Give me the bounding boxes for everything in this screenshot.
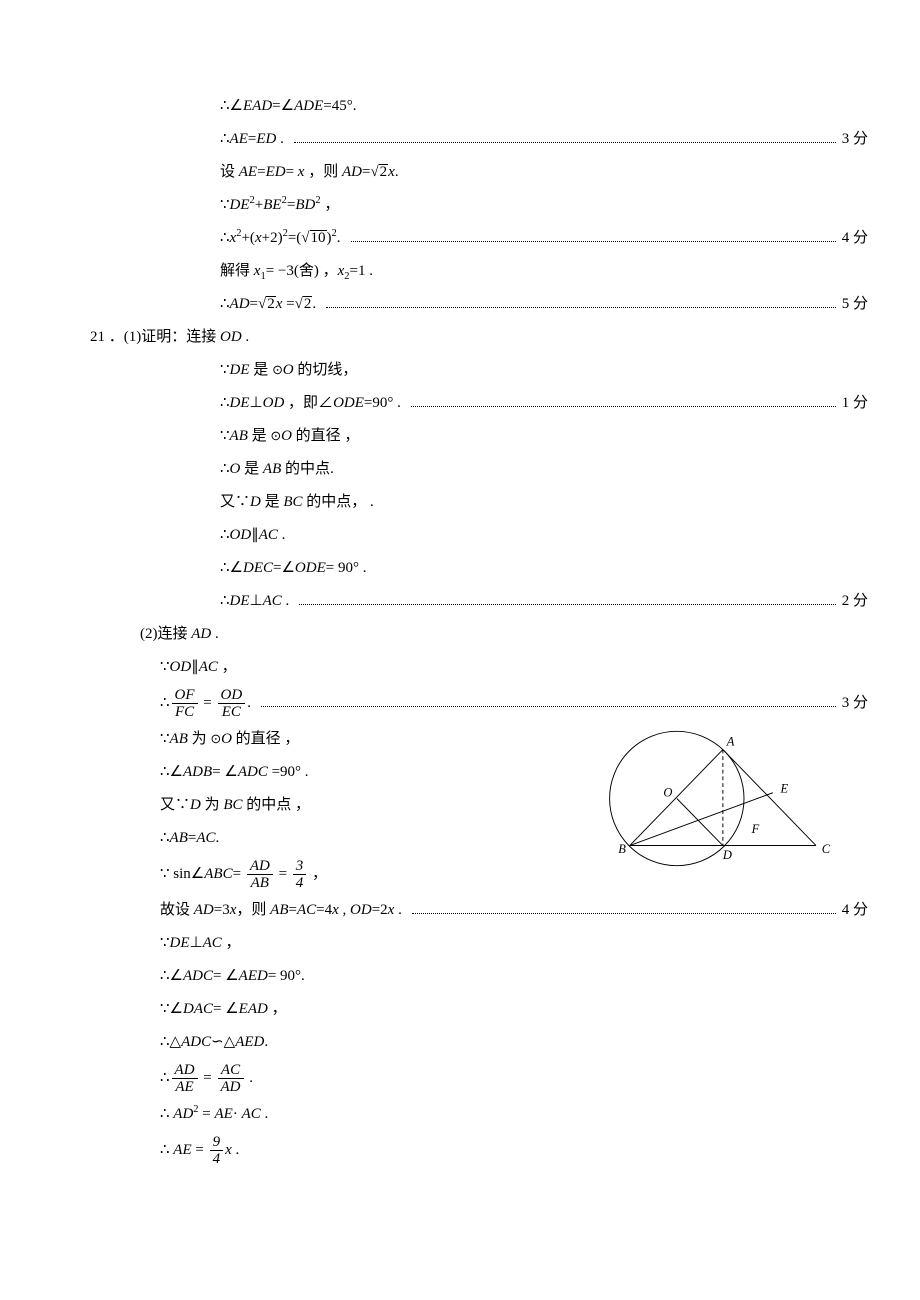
leader-dots (412, 903, 836, 915)
math-text: ∵OD∥AC ， (160, 651, 237, 684)
math-text: ∵∠DAC= ∠EAD ， (160, 993, 287, 1026)
math-text: ∵DE2+BE2=BD2 ， (220, 189, 339, 222)
math-text: 解得 x1= −3(舍) ，x2=1 . (220, 255, 373, 288)
leader-dots (261, 696, 836, 708)
math-text: ∴∠EAD=∠ADE=45°. (220, 90, 356, 123)
proof-line: ∴∠ADC= ∠AED= 90°. (50, 960, 870, 993)
question-header: 21 ．(1)证明：连接 OD . (50, 321, 870, 354)
leader-dots (299, 594, 835, 606)
proof-line: ∴AD=2x =2. 5 分 (50, 288, 870, 321)
math-text: ∴△ADC∽△AED. (160, 1026, 268, 1059)
math-text: 又∵D 为 BC 的中点 ， (160, 789, 310, 822)
proof-line: 故设 AD=3x，则 AB=AC=4x , OD=2x . 4 分 (50, 894, 870, 927)
proof-line: ∴ AD2 = AE· AC . (50, 1098, 870, 1131)
math-text: ∴AB=AC. (160, 822, 219, 855)
math-text: ∴AE=ED . (220, 123, 284, 156)
leader-dots (351, 231, 836, 243)
math-text: ∴O 是 AB 的中点. (220, 453, 334, 486)
score-label: 4 分 (842, 894, 870, 927)
math-text: ∴∠ADC= ∠AED= 90°. (160, 960, 305, 993)
leader-dots (411, 396, 836, 408)
math-text: ∴ADAE = ACAD . (160, 1059, 253, 1098)
svg-text:B: B (618, 842, 626, 856)
score-label: 3 分 (842, 684, 870, 723)
math-text: ∵DE⊥AC ， (160, 927, 241, 960)
svg-text:C: C (822, 842, 831, 856)
proof-line: ∴OD∥AC . (50, 519, 870, 552)
geometry-diagram: A B O D C E F (600, 716, 840, 881)
svg-text:E: E (779, 782, 788, 796)
math-text: ∵AB 是 ⊙O 的直径 ， (220, 420, 359, 453)
proof-line: ∵∠DAC= ∠EAD ， (50, 993, 870, 1026)
math-text: 又∵D 是 BC 的中点， . (220, 486, 374, 519)
svg-text:F: F (751, 822, 760, 836)
math-text: ∴∠DEC=∠ODE= 90° . (220, 552, 366, 585)
proof-line: ∴ADAE = ACAD . (50, 1059, 870, 1098)
proof-line: ∴ AE = 94x . (50, 1131, 870, 1170)
score-label: 1 分 (842, 387, 870, 420)
proof-line: ∴△ADC∽△AED. (50, 1026, 870, 1059)
math-text: ∴x2+(x+2)2=(10)2. (220, 222, 341, 255)
math-text: ∴OD∥AC . (220, 519, 285, 552)
score-label: 2 分 (842, 585, 870, 618)
proof-line: ∴∠DEC=∠ODE= 90° . (50, 552, 870, 585)
math-text: ∴AD=2x =2. (220, 288, 316, 321)
proof-line: ∵AB 是 ⊙O 的直径 ， (50, 420, 870, 453)
math-text: ∴DE⊥AC . (220, 585, 289, 618)
proof-line: ∴DE⊥AC . 2 分 (50, 585, 870, 618)
proof-line: ∴AE=ED . 3 分 (50, 123, 870, 156)
proof-line: ∵DE2+BE2=BD2 ， (50, 189, 870, 222)
svg-text:O: O (663, 786, 672, 800)
proof-line: ∴∠EAD=∠ADE=45°. (50, 90, 870, 123)
proof-line: 解得 x1= −3(舍) ，x2=1 . (50, 255, 870, 288)
leader-dots (326, 297, 836, 309)
math-text: ∴ AD2 = AE· AC . (160, 1098, 268, 1131)
math-text: ∴OFFC = ODEC. (160, 684, 251, 723)
math-text: 设 AE=ED= x ，则 AD=2x. (220, 156, 399, 189)
proof-line: ∴x2+(x+2)2=(10)2. 4 分 (50, 222, 870, 255)
proof-line: ∴DE⊥OD ，即∠ODE=90° . 1 分 (50, 387, 870, 420)
math-text: ∴ AE = 94x . (160, 1131, 239, 1170)
score-label: 5 分 (842, 288, 870, 321)
proof-line: ∵DE⊥AC ， (50, 927, 870, 960)
subpart-header: (2)连接 AD . (50, 618, 870, 651)
math-text: ∴DE⊥OD ，即∠ODE=90° . (220, 387, 401, 420)
math-text: ∵AB 为 ⊙O 的直径 ， (160, 723, 299, 756)
svg-text:A: A (726, 735, 735, 749)
math-text: ∵ sin∠ABC= ADAB = 34 ， (160, 855, 327, 894)
proof-line: ∵DE 是 ⊙O 的切线， (50, 354, 870, 387)
math-text: ∴∠ADB= ∠ADC =90° . (160, 756, 309, 789)
score-label: 3 分 (842, 123, 870, 156)
proof-line: ∴O 是 AB 的中点. (50, 453, 870, 486)
math-text: ∵DE 是 ⊙O 的切线， (220, 354, 357, 387)
score-label: 4 分 (842, 222, 870, 255)
svg-text:D: D (722, 848, 732, 862)
proof-line: 设 AE=ED= x ，则 AD=2x. (50, 156, 870, 189)
math-text: 故设 AD=3x，则 AB=AC=4x , OD=2x . (160, 894, 402, 927)
leader-dots (294, 132, 836, 144)
proof-line: 又∵D 是 BC 的中点， . (50, 486, 870, 519)
proof-line: ∵OD∥AC ， (50, 651, 870, 684)
